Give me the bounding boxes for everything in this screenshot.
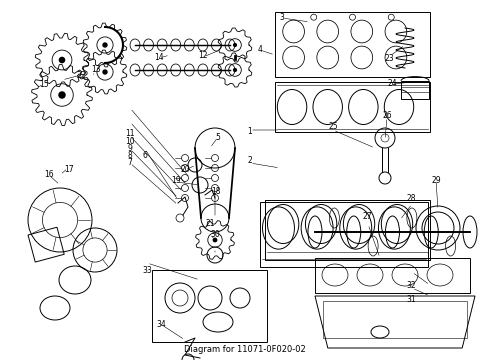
Text: 7: 7 xyxy=(127,158,132,167)
Text: 21: 21 xyxy=(206,219,216,228)
Circle shape xyxy=(233,43,237,47)
Circle shape xyxy=(58,91,66,99)
Circle shape xyxy=(233,68,237,72)
Text: 3: 3 xyxy=(279,13,284,22)
Bar xyxy=(275,12,430,77)
Text: Diagram for 11071-0F020-02: Diagram for 11071-0F020-02 xyxy=(184,346,306,355)
Bar xyxy=(260,202,428,267)
Text: 26: 26 xyxy=(382,111,392,120)
Text: 9: 9 xyxy=(127,144,132,153)
Text: 15: 15 xyxy=(39,80,49,89)
Text: 1: 1 xyxy=(247,127,252,136)
Text: 4: 4 xyxy=(257,45,262,54)
Text: 19: 19 xyxy=(172,176,181,185)
Text: 27: 27 xyxy=(363,212,372,221)
Text: 11: 11 xyxy=(125,129,135,138)
Bar xyxy=(315,258,470,293)
Bar xyxy=(28,227,64,262)
Text: 23: 23 xyxy=(385,54,394,63)
Bar xyxy=(401,81,429,99)
Circle shape xyxy=(213,238,218,242)
Text: 2: 2 xyxy=(247,156,252,165)
Bar xyxy=(323,301,467,338)
Bar xyxy=(275,82,430,132)
Text: 30: 30 xyxy=(211,230,220,239)
Text: 25: 25 xyxy=(328,122,338,131)
Text: 5: 5 xyxy=(216,133,220,142)
Text: 6: 6 xyxy=(142,151,147,160)
Text: 14: 14 xyxy=(154,53,164,62)
Text: 8: 8 xyxy=(127,151,132,160)
Text: 24: 24 xyxy=(387,79,397,88)
Text: 33: 33 xyxy=(142,266,152,275)
Text: 10: 10 xyxy=(125,136,135,145)
Text: 32: 32 xyxy=(407,281,416,289)
Circle shape xyxy=(59,57,65,63)
Circle shape xyxy=(102,42,108,48)
Text: 22: 22 xyxy=(76,71,86,80)
Text: 12: 12 xyxy=(198,51,208,60)
Text: 18: 18 xyxy=(211,187,220,196)
Text: 20: 20 xyxy=(180,165,190,174)
Bar xyxy=(152,270,267,342)
Text: 17: 17 xyxy=(64,165,74,174)
Circle shape xyxy=(102,69,108,75)
Text: 13: 13 xyxy=(91,65,100,74)
Text: 34: 34 xyxy=(157,320,167,329)
Text: 28: 28 xyxy=(407,194,416,203)
Text: 29: 29 xyxy=(431,176,441,185)
Bar xyxy=(265,200,430,260)
Text: 16: 16 xyxy=(44,170,54,179)
Text: 31: 31 xyxy=(407,295,416,304)
